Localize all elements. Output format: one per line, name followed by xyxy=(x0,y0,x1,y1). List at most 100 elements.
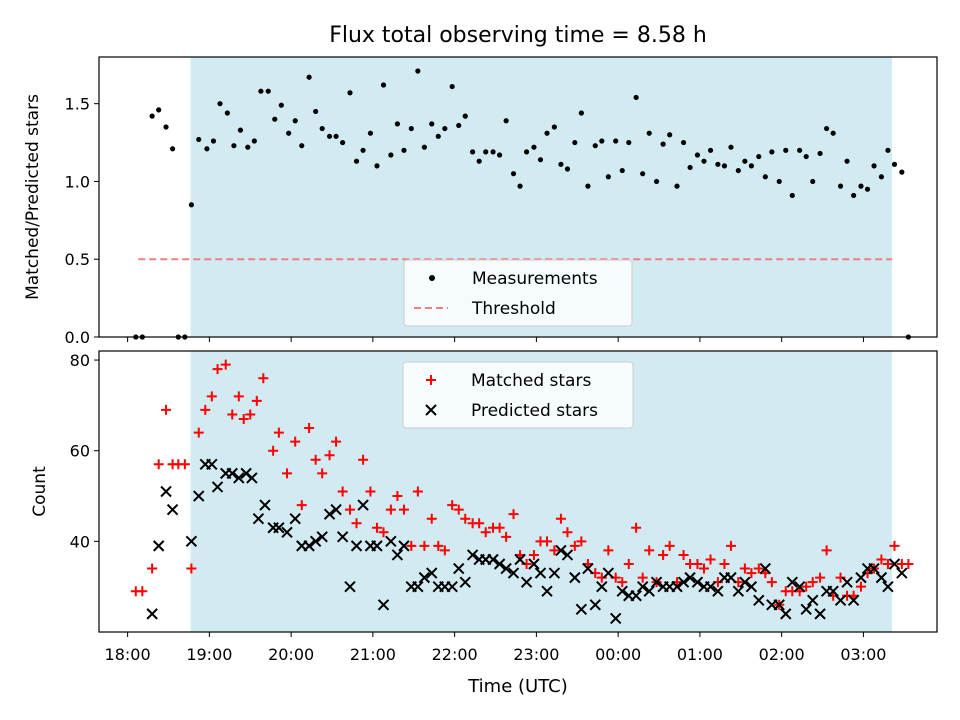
data-point xyxy=(558,162,563,167)
data-point xyxy=(189,202,194,207)
data-point xyxy=(170,146,175,151)
data-point xyxy=(456,123,461,128)
data-point xyxy=(851,193,856,198)
data-point xyxy=(865,187,870,192)
data-point xyxy=(511,171,516,176)
data-point xyxy=(647,131,652,136)
data-point xyxy=(661,142,666,147)
data-point xyxy=(728,145,733,150)
data-point xyxy=(368,131,373,136)
data-point xyxy=(374,163,379,168)
data-point xyxy=(810,179,815,184)
data-point xyxy=(299,143,304,148)
data-point xyxy=(497,152,502,157)
data-point xyxy=(252,138,257,143)
y-tick-label: 60 xyxy=(70,442,90,461)
legend-label: Predicted stars xyxy=(471,401,598,421)
data-point xyxy=(777,179,782,184)
legend-label: Matched stars xyxy=(471,371,591,391)
data-point xyxy=(579,110,584,115)
data-point xyxy=(640,171,645,176)
data-point xyxy=(749,163,754,168)
data-point xyxy=(395,121,400,126)
figure-title: Flux total observing time = 8.58 h xyxy=(329,23,707,48)
data-point xyxy=(490,149,495,154)
data-point xyxy=(687,165,692,170)
legend-label: Threshold xyxy=(471,299,556,319)
data-point xyxy=(634,95,639,100)
x-tick-label: 18:00 xyxy=(105,645,151,664)
data-point xyxy=(667,132,672,137)
data-point xyxy=(442,126,447,131)
data-point xyxy=(422,145,427,150)
y-tick-label: 80 xyxy=(70,351,90,370)
data-point xyxy=(756,154,761,159)
data-point xyxy=(327,134,332,139)
data-point xyxy=(538,157,543,162)
data-point xyxy=(429,121,434,126)
x-tick-label: 20:00 xyxy=(268,645,314,664)
legend: Measurements Threshold xyxy=(404,260,632,326)
data-point xyxy=(572,140,577,145)
y-tick-label: 1.5 xyxy=(65,95,90,114)
data-point xyxy=(504,118,509,123)
data-point xyxy=(763,174,768,179)
x-tick-label: 00:00 xyxy=(595,645,641,664)
data-point xyxy=(231,143,236,148)
data-point xyxy=(599,138,604,143)
data-point xyxy=(450,84,455,89)
data-point xyxy=(804,154,809,159)
data-point xyxy=(565,166,570,171)
data-point xyxy=(279,103,284,108)
data-point xyxy=(708,148,713,153)
data-point xyxy=(701,159,706,164)
data-point xyxy=(715,162,720,167)
y-tick-label: 40 xyxy=(70,532,90,551)
data-point xyxy=(266,89,271,94)
y-tick-label: 0.5 xyxy=(65,250,90,269)
data-point xyxy=(831,131,836,136)
x-tick-label: 19:00 xyxy=(186,645,232,664)
data-point xyxy=(722,163,727,168)
data-point xyxy=(483,149,488,154)
data-point xyxy=(354,159,359,164)
data-point xyxy=(620,168,625,173)
data-point xyxy=(409,126,414,131)
data-point xyxy=(593,143,598,148)
data-point xyxy=(531,145,536,150)
data-point xyxy=(736,168,741,173)
y-tick-label: 0.0 xyxy=(65,328,90,347)
legend-marker xyxy=(429,275,435,281)
data-point xyxy=(783,148,788,153)
data-point xyxy=(217,101,222,106)
x-tick-label: 02:00 xyxy=(759,645,805,664)
data-point xyxy=(524,149,529,154)
data-point xyxy=(307,75,312,80)
data-point xyxy=(695,152,700,157)
data-point xyxy=(844,159,849,164)
data-point xyxy=(769,149,774,154)
data-point xyxy=(360,148,365,153)
figure: Flux total observing time = 8.58 h 0.0 0.… xyxy=(0,0,960,720)
data-point xyxy=(885,148,890,153)
data-point xyxy=(156,107,161,112)
legend-label: Measurements xyxy=(472,269,598,289)
data-point xyxy=(613,138,618,143)
data-point xyxy=(585,184,590,189)
y-axis-label: Count xyxy=(30,466,50,517)
data-point xyxy=(286,131,291,136)
data-point xyxy=(626,140,631,145)
data-point xyxy=(477,159,482,164)
data-point xyxy=(838,184,843,189)
data-point xyxy=(293,118,298,123)
data-point xyxy=(245,145,250,150)
data-point xyxy=(436,134,441,139)
data-point xyxy=(654,179,659,184)
y-axis-label: Matched/Predicted stars xyxy=(23,94,43,300)
data-point xyxy=(225,110,230,115)
data-point xyxy=(320,126,325,131)
x-tick-label: 23:00 xyxy=(513,645,559,664)
data-point xyxy=(238,128,243,133)
data-point xyxy=(401,148,406,153)
data-point xyxy=(340,140,345,145)
